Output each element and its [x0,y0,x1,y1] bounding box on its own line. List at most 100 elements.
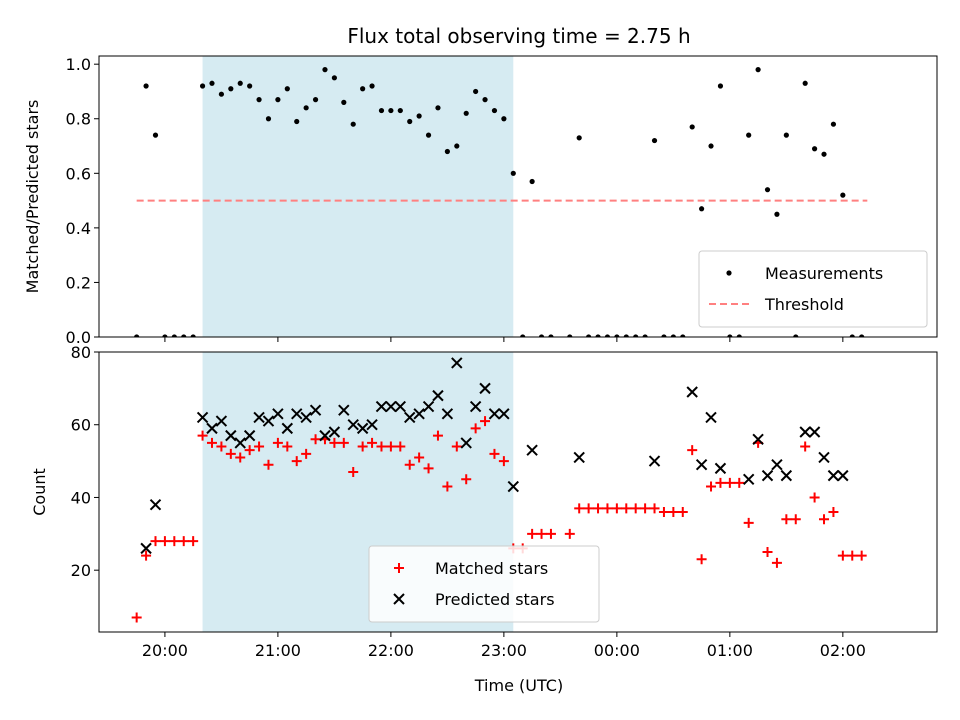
legend-box [698,250,928,328]
data-point [416,113,422,119]
data-point [244,445,255,456]
data-point [454,143,460,149]
data-point [275,97,281,103]
data-point [216,441,227,452]
data-point [322,67,328,73]
x-axis-label: Time (UTC) [474,676,563,695]
data-point [586,334,592,337]
data-point [181,334,187,337]
data-point [256,97,262,103]
data-point [489,448,500,459]
data-point [470,423,481,434]
data-point [840,192,846,198]
data-point [717,83,724,89]
legend-label: Measurements [765,264,883,283]
data-point [799,426,811,438]
data-point [771,459,783,471]
data-point [375,400,388,413]
data-point [695,459,708,471]
data-point [243,429,256,442]
data-point [736,334,742,337]
x-tick-label: 22:00 [368,641,414,660]
data-point [742,473,755,485]
observing-window-band [202,56,514,337]
data-point [847,550,858,561]
data-point [385,441,396,452]
data-point [404,411,416,424]
data-point [764,187,771,193]
data-point [309,404,322,416]
data-point [752,433,764,445]
data-point [727,334,733,337]
axes-frame [98,351,938,633]
data-point [254,441,265,452]
data-point [548,334,554,337]
data-point [432,389,444,402]
data-point [159,536,170,547]
data-point [190,334,196,337]
data-point [783,132,789,138]
data-point [150,536,161,547]
x-tick-label: 21:00 [255,641,301,660]
y-tick-label: 20 [71,561,91,580]
data-point [708,143,714,149]
data-point [564,528,575,539]
data-point [338,437,349,448]
legend-marker [726,270,732,276]
data-point [162,334,168,337]
data-point [225,448,236,459]
data-point [357,441,368,452]
data-point [762,547,773,557]
data-point [451,441,462,452]
data-point [265,116,272,122]
data-point [262,415,275,427]
data-point [152,132,159,138]
y-tick-label: 1.0 [66,55,91,74]
data-point [680,334,686,337]
series-predicted-stars [140,357,849,555]
data-point [809,492,820,503]
data-point [441,408,454,420]
data-point [771,557,782,568]
data-point [329,437,340,448]
data-point [281,422,294,435]
legend: Matched stars Predicted stars [368,545,600,623]
data-point [234,437,246,449]
data-point [604,334,611,337]
data-point [507,480,519,493]
data-point [527,528,538,539]
data-point [734,477,745,488]
data-point [206,422,218,435]
data-point [651,137,658,144]
data-point [360,86,366,92]
data-point [793,334,799,337]
legend-label: Predicted stars [435,590,555,609]
data-point [602,503,613,514]
data-point [755,67,761,73]
data-point [282,441,293,452]
data-point [661,334,667,337]
data-point [802,80,808,86]
data-point [640,503,651,514]
series-measurements [134,67,865,337]
data-point [460,437,472,449]
data-point [480,416,491,427]
data-point [395,441,406,452]
data-point [614,334,620,337]
data-point [206,437,217,448]
data-point [356,422,369,435]
data-point [800,441,811,452]
data-point [451,357,463,369]
axes-frame [98,55,938,338]
data-point [482,97,488,103]
data-point [218,91,225,97]
data-point [253,411,265,424]
data-point [621,503,632,514]
y-axis-label: Matched/Predicted stars [23,100,42,294]
data-point [595,334,601,337]
data-point [574,503,585,514]
data-point [689,124,695,130]
data-point [319,429,331,442]
data-point [347,419,359,431]
data-point [498,408,510,420]
